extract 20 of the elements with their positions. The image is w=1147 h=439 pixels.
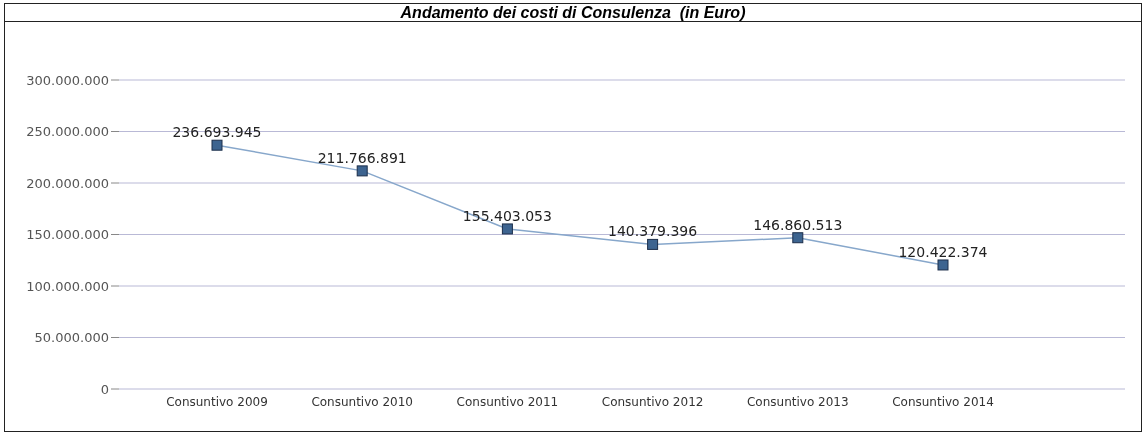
y-tick-label: 100.000.000 xyxy=(26,278,109,294)
x-tick-label: Consuntivo 2011 xyxy=(456,394,559,409)
y-tick-label: 300.000.000 xyxy=(26,72,109,88)
data-label: 211.766.891 xyxy=(317,149,407,166)
data-label: 236.693.945 xyxy=(172,124,262,141)
data-label: 155.403.053 xyxy=(462,207,552,224)
x-tick-label: Consuntivo 2009 xyxy=(166,394,268,409)
x-tick-label: Consuntivo 2014 xyxy=(892,394,994,409)
y-tick-label: 200.000.000 xyxy=(26,175,109,191)
data-label: 146.860.513 xyxy=(753,216,843,233)
x-tick-label: Consuntivo 2012 xyxy=(601,394,704,409)
data-label: 140.379.396 xyxy=(608,223,698,240)
y-tick-label: 0 xyxy=(100,381,109,397)
x-tick-label: Consuntivo 2010 xyxy=(311,394,414,409)
x-tick-label: Consuntivo 2013 xyxy=(746,394,849,409)
y-tick-label: 50.000.000 xyxy=(34,330,109,346)
data-label: 120.422.374 xyxy=(898,243,988,260)
chart-title: Andamento dei costi di Consulenza (in Euro) xyxy=(5,4,1141,22)
y-tick-label: 150.000.000 xyxy=(26,227,109,243)
y-tick-label: 250.000.000 xyxy=(26,124,109,140)
